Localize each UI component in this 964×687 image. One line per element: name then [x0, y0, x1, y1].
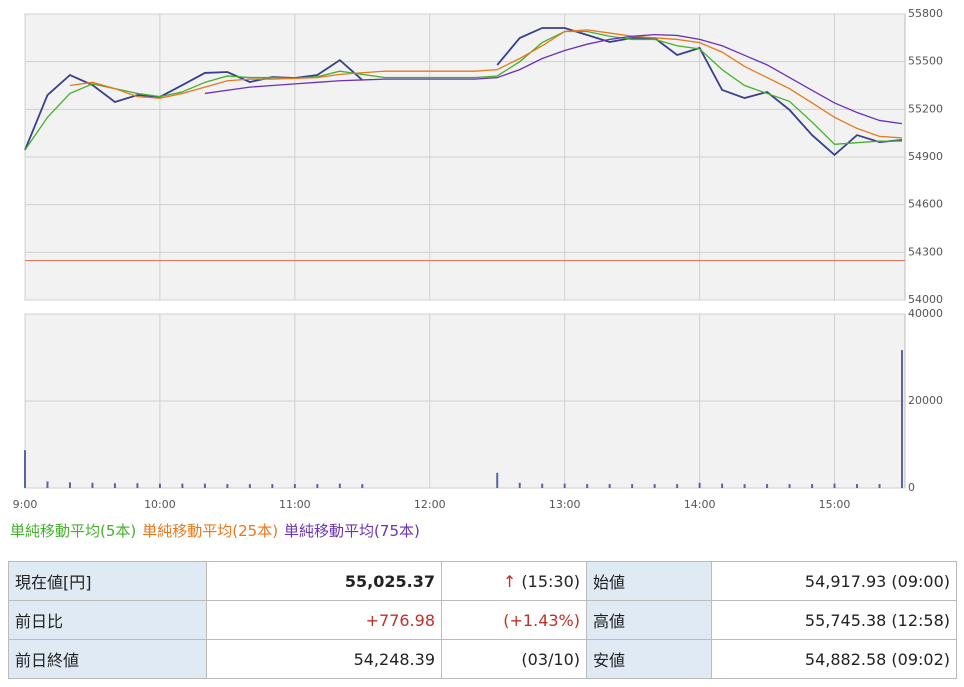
series-line — [24, 58, 363, 151]
x-tick-label: 15:00 — [819, 498, 851, 511]
label: 安値 — [586, 639, 712, 679]
extra: (+1.43%) — [441, 600, 587, 640]
x-tick-label: 9:00 — [13, 498, 38, 511]
y-tick-label: 54900 — [908, 150, 943, 163]
volume-bar — [676, 484, 679, 488]
chart: 54000 54300 54600 54900 55200 55500 55800 0 2000… — [13, 7, 943, 511]
volume-bar — [743, 484, 746, 488]
legend-entry: 単純移動平均(5本) — [10, 522, 137, 540]
volume-bar — [113, 483, 116, 488]
volume-bar — [338, 483, 341, 488]
label: 高値 — [586, 600, 712, 640]
volume-bar — [203, 483, 206, 488]
y-tick-label: 40000 — [908, 307, 943, 320]
volume-bar — [271, 484, 274, 488]
x-tick-label: 12:00 — [414, 498, 446, 511]
volume-bar — [653, 484, 656, 488]
volume-bar — [496, 472, 499, 488]
volume-bar — [46, 481, 49, 488]
volume-bar — [833, 483, 836, 488]
volume-bar — [293, 484, 296, 488]
volume-bar — [68, 482, 71, 488]
y-tick-label: 20000 — [908, 394, 943, 407]
extra: (03/10) — [441, 639, 587, 679]
legend-entry: 単純移動平均(75本) — [284, 522, 420, 540]
volume-bar — [698, 482, 701, 488]
label: 始値 — [586, 561, 712, 601]
volume-bar — [226, 484, 229, 488]
series-line — [69, 29, 903, 139]
series-line — [24, 30, 902, 151]
label: 前日終値 — [8, 639, 207, 679]
value: 54,882.58 (09:02) — [711, 639, 957, 679]
series-line — [496, 27, 903, 157]
legend-entry: 単純移動平均(25本) — [142, 522, 279, 540]
value: 55,745.38 (12:58) — [711, 600, 957, 640]
volume-bar — [788, 484, 791, 488]
y-tick-label: 54600 — [908, 198, 943, 211]
trend-arrow: ↑ — [502, 571, 517, 591]
volume-bar — [608, 484, 611, 488]
y-tick-label: 55500 — [908, 55, 943, 68]
volume-bar — [856, 484, 859, 488]
volume-bar — [811, 484, 814, 488]
y-tick-label: 54300 — [908, 245, 943, 258]
x-tick-label: 11:00 — [279, 498, 311, 511]
value: +776.98 — [206, 600, 442, 640]
value: 54,917.93 (09:00) — [711, 561, 957, 601]
volume-bar — [901, 350, 903, 488]
volume-bar — [586, 484, 589, 488]
volume-bar — [541, 483, 544, 488]
series-line — [204, 34, 903, 125]
value: 54,248.39 — [206, 639, 442, 679]
volume-bar — [181, 483, 184, 488]
label: 現在値[円] — [8, 561, 207, 601]
volume-bar — [631, 484, 634, 488]
y-tick-label: 0 — [908, 481, 915, 494]
extra: ↑ (15:30) — [441, 561, 587, 601]
volume-bar — [361, 484, 364, 488]
volume-bar — [878, 484, 881, 488]
volume-bar — [563, 483, 566, 488]
volume-bar — [248, 484, 251, 488]
value: 55,025.37 — [206, 561, 442, 601]
volume-bar — [24, 450, 26, 488]
quote-table: 現在値[円] 55,025.37 ↑ (15:30) 始値 54,917.93 (09:… — [8, 561, 957, 679]
volume-bar — [518, 482, 521, 488]
y-tick-label: 55200 — [908, 102, 943, 115]
x-tick-label: 10:00 — [144, 498, 176, 511]
volume-bar — [136, 483, 139, 488]
volume-bar — [721, 483, 724, 488]
x-tick-label: 13:00 — [549, 498, 581, 511]
y-tick-label: 54000 — [908, 293, 943, 306]
y-tick-label: 55800 — [908, 7, 943, 20]
legend: 単純移動平均(5本) 単純移動平均(25本) 単純移動平均(75本) — [10, 520, 426, 541]
volume-bar — [91, 482, 94, 488]
x-tick-label: 14:00 — [684, 498, 716, 511]
volume-bar — [158, 483, 161, 488]
volume-bar — [766, 484, 769, 488]
label: 前日比 — [8, 600, 207, 640]
time: (15:30) — [521, 571, 580, 591]
volume-bar — [316, 484, 319, 488]
